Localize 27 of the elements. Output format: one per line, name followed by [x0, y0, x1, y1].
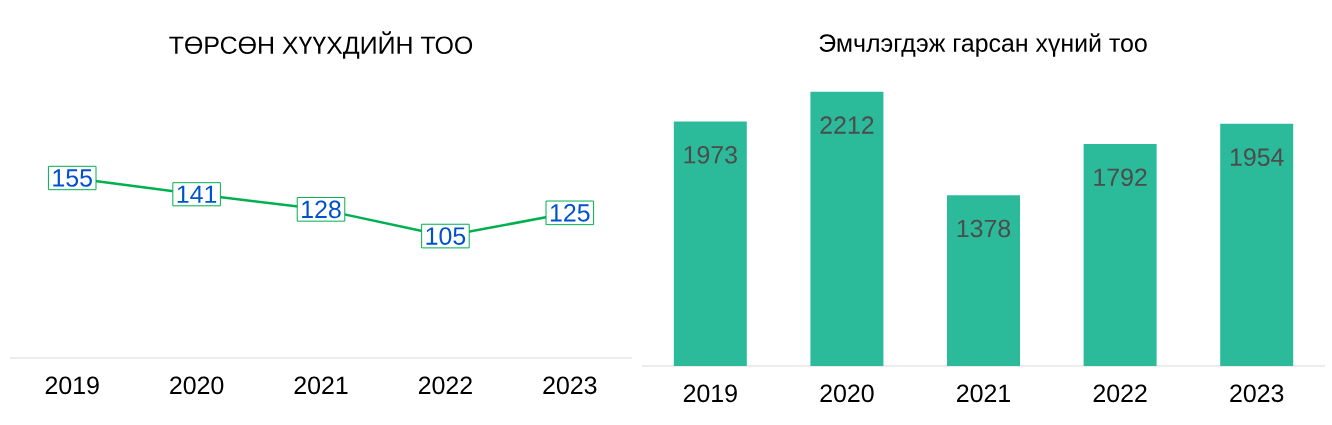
- x-tick-label: 2019: [683, 384, 737, 403]
- x-tick-label: 2023: [543, 376, 597, 395]
- x-tick-label: 2019: [45, 376, 99, 395]
- x-tick-label: 2021: [957, 384, 1010, 403]
- data-label: 1973: [684, 145, 737, 164]
- data-label: 1954: [1230, 148, 1284, 166]
- data-label: 2212: [820, 116, 874, 134]
- bar: [810, 91, 884, 366]
- bar: [1220, 123, 1294, 366]
- x-tick-label: 2023: [1230, 384, 1284, 403]
- x-tick-label: 2021: [294, 376, 348, 395]
- data-label: 128: [302, 200, 341, 219]
- x-tick-label: 2022: [1093, 384, 1147, 403]
- x-tick-label: 2020: [170, 376, 224, 395]
- bar: [947, 195, 1021, 366]
- x-tick-label: 2022: [418, 376, 472, 395]
- chart-title: ТӨРСӨН ХҮҮХДИЙН ТОО: [169, 31, 473, 59]
- chart-title: Эмчлэгдэж гарсан хүний тоо: [819, 33, 1147, 57]
- data-label: 105: [426, 227, 466, 245]
- data-label: 155: [53, 169, 92, 187]
- bar: [673, 121, 747, 366]
- data-label: 1792: [1094, 168, 1147, 187]
- bar: [1083, 143, 1157, 366]
- data-label: 125: [550, 204, 590, 222]
- data-label: 1378: [957, 219, 1011, 238]
- x-tick-label: 2020: [820, 384, 874, 403]
- data-label: 141: [177, 185, 217, 203]
